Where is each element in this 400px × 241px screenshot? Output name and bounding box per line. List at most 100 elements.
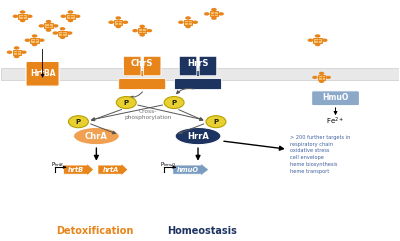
- Text: P: P: [124, 100, 129, 106]
- Text: Cross-
phosphorylation: Cross- phosphorylation: [124, 109, 172, 120]
- FancyArrow shape: [173, 163, 209, 176]
- Text: $\mathrm{P}_{hmuO}$: $\mathrm{P}_{hmuO}$: [160, 160, 177, 169]
- Circle shape: [319, 80, 324, 83]
- Circle shape: [315, 34, 320, 38]
- Circle shape: [185, 16, 191, 20]
- FancyBboxPatch shape: [312, 91, 360, 106]
- FancyBboxPatch shape: [18, 14, 27, 19]
- Circle shape: [116, 97, 136, 108]
- Circle shape: [68, 10, 73, 14]
- Circle shape: [46, 28, 51, 32]
- Text: HrrA: HrrA: [187, 132, 209, 141]
- Text: Detoxification: Detoxification: [56, 226, 133, 236]
- Text: ChrS: ChrS: [131, 59, 153, 68]
- FancyArrow shape: [98, 163, 128, 176]
- Text: > 200 further targets in
respiratory chain
oxidative stress
cell envelope
heme b: > 200 further targets in respiratory cha…: [290, 135, 350, 174]
- FancyBboxPatch shape: [124, 71, 160, 76]
- Circle shape: [132, 29, 138, 32]
- Text: hrtA: hrtA: [102, 167, 119, 173]
- Circle shape: [20, 10, 26, 14]
- Circle shape: [206, 116, 226, 128]
- Circle shape: [25, 39, 30, 42]
- Circle shape: [315, 43, 320, 46]
- Text: hrtB: hrtB: [68, 167, 84, 173]
- FancyBboxPatch shape: [143, 56, 161, 76]
- Circle shape: [139, 33, 145, 37]
- FancyBboxPatch shape: [180, 71, 216, 76]
- Circle shape: [32, 34, 38, 38]
- Ellipse shape: [175, 127, 221, 145]
- Circle shape: [14, 55, 20, 58]
- Circle shape: [108, 20, 114, 24]
- Circle shape: [192, 20, 198, 24]
- Circle shape: [139, 25, 145, 28]
- Text: P: P: [76, 119, 81, 125]
- Circle shape: [68, 116, 88, 128]
- FancyArrow shape: [64, 163, 94, 176]
- FancyBboxPatch shape: [44, 23, 53, 28]
- Circle shape: [322, 39, 328, 42]
- FancyBboxPatch shape: [124, 56, 141, 76]
- FancyBboxPatch shape: [30, 38, 39, 43]
- Circle shape: [13, 14, 18, 18]
- Text: $\mathrm{P}_{hrtB}$: $\mathrm{P}_{hrtB}$: [50, 160, 64, 169]
- Ellipse shape: [74, 127, 119, 145]
- FancyBboxPatch shape: [179, 56, 197, 76]
- Circle shape: [116, 16, 121, 20]
- Circle shape: [211, 16, 217, 20]
- Circle shape: [67, 31, 72, 35]
- Circle shape: [60, 27, 65, 30]
- Circle shape: [326, 76, 331, 79]
- Circle shape: [204, 12, 210, 16]
- Circle shape: [146, 29, 152, 32]
- Text: P: P: [172, 100, 177, 106]
- Circle shape: [211, 8, 217, 11]
- Text: HmuO: HmuO: [322, 93, 349, 102]
- Circle shape: [60, 14, 66, 18]
- Circle shape: [39, 39, 44, 42]
- Text: HrtBA: HrtBA: [30, 69, 55, 78]
- Circle shape: [32, 43, 38, 46]
- Circle shape: [68, 19, 73, 22]
- Circle shape: [122, 20, 128, 24]
- FancyBboxPatch shape: [138, 28, 146, 33]
- Circle shape: [116, 25, 121, 28]
- FancyBboxPatch shape: [119, 79, 166, 90]
- Circle shape: [178, 20, 184, 24]
- FancyBboxPatch shape: [174, 79, 222, 90]
- Text: ChrA: ChrA: [85, 132, 108, 141]
- FancyBboxPatch shape: [12, 50, 21, 55]
- Circle shape: [20, 19, 26, 22]
- Circle shape: [319, 72, 324, 75]
- FancyBboxPatch shape: [184, 20, 192, 25]
- Text: Homeostasis: Homeostasis: [167, 226, 237, 236]
- Circle shape: [53, 24, 58, 27]
- FancyBboxPatch shape: [114, 20, 122, 25]
- Text: Fe$^{2+}$: Fe$^{2+}$: [326, 116, 344, 127]
- Circle shape: [312, 76, 318, 79]
- FancyBboxPatch shape: [210, 11, 218, 16]
- FancyBboxPatch shape: [1, 68, 399, 80]
- Circle shape: [7, 51, 12, 54]
- FancyBboxPatch shape: [199, 56, 217, 76]
- FancyBboxPatch shape: [26, 61, 59, 86]
- FancyBboxPatch shape: [314, 38, 322, 43]
- Circle shape: [27, 14, 32, 18]
- FancyBboxPatch shape: [66, 14, 74, 19]
- Circle shape: [46, 20, 51, 23]
- Circle shape: [185, 25, 191, 28]
- Circle shape: [308, 39, 313, 42]
- FancyBboxPatch shape: [58, 31, 67, 35]
- Circle shape: [38, 24, 44, 27]
- Text: P: P: [213, 119, 218, 125]
- Circle shape: [60, 36, 65, 39]
- Circle shape: [218, 12, 224, 16]
- Text: hmuO: hmuO: [177, 167, 199, 173]
- Circle shape: [164, 97, 184, 108]
- Circle shape: [21, 51, 27, 54]
- Circle shape: [52, 31, 58, 35]
- Text: HrrS: HrrS: [187, 59, 209, 68]
- Circle shape: [14, 46, 20, 50]
- FancyBboxPatch shape: [318, 75, 326, 80]
- Circle shape: [75, 14, 80, 18]
